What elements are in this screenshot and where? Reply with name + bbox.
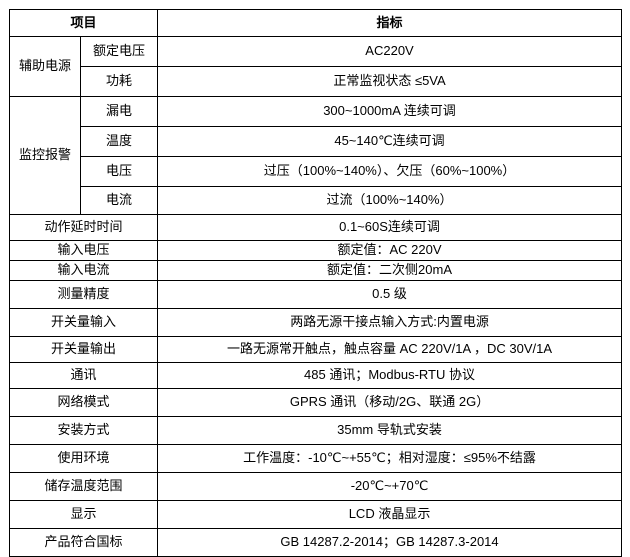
label-input-current: 输入电流 [8, 260, 159, 281]
label-storage-temperature-range: 储存温度范围 [8, 472, 159, 501]
table-row: 监控报警 漏电 300~1000mA 连续可调 [9, 96, 623, 215]
table-row: 辅助电源 额定电压 AC220V [9, 36, 623, 97]
value-input-voltage: 额定值：AC 220V [157, 240, 623, 261]
table-row: 电流 过流（100%~140%） [10, 186, 623, 215]
group-aux-power: 辅助电源 [9, 36, 81, 97]
table-row: 输入电流 额定值：二次侧20mA [8, 260, 623, 281]
table-row: 输入电压 额定值：AC 220V [8, 240, 623, 261]
label-voltage: 电压 [79, 156, 159, 187]
label-temperature: 温度 [79, 126, 159, 157]
table-row: 网络模式 GPRS 通讯（移动/2G、联通 2G） [8, 388, 623, 417]
label-communication: 通讯 [8, 362, 159, 389]
value-action-delay-time: 0.1~60S连续可调 [157, 214, 623, 241]
header-item: 项目 [8, 9, 159, 37]
value-voltage: 过压（100%~140%）、欠压（60%~100%） [157, 156, 623, 187]
label-national-standard: 产品符合国标 [8, 528, 159, 557]
value-installation-method: 35mm 导轨式安装 [157, 416, 623, 445]
table-header-row: 项目 指标 [8, 9, 623, 37]
value-leakage: 300~1000mA 连续可调 [157, 96, 623, 127]
group-monitor-alarm: 监控报警 [9, 96, 81, 215]
label-current: 电流 [79, 186, 159, 215]
label-installation-method: 安装方式 [8, 416, 159, 445]
table-row: 开关量输入 两路无源干接点输入方式:内置电源 [8, 308, 623, 337]
table-row: 显示 LCD 液晶显示 [8, 500, 623, 529]
spec-sheet: 项目 指标 辅助电源 额定电压 AC220V 功耗 正常监视状态 ≤5VA 监控… [8, 9, 623, 557]
value-network-mode: GPRS 通讯（移动/2G、联通 2G） [157, 388, 623, 417]
table-row: 安装方式 35mm 导轨式安装 [8, 416, 623, 445]
value-storage-temperature-range: -20℃~+70℃ [157, 472, 623, 501]
value-rated-voltage: AC220V [157, 36, 623, 67]
value-measurement-accuracy: 0.5 级 [157, 280, 623, 309]
label-switch-input: 开关量输入 [8, 308, 159, 337]
value-temperature: 45~140℃连续可调 [157, 126, 623, 157]
label-switch-output: 开关量输出 [8, 336, 159, 363]
table-row: 通讯 485 通讯；Modbus-RTU 协议 [8, 362, 623, 389]
value-national-standard: GB 14287.2-2014；GB 14287.3-2014 [157, 528, 623, 557]
label-measurement-accuracy: 测量精度 [8, 280, 159, 309]
label-power-consumption: 功耗 [79, 66, 159, 97]
table-row: 产品符合国标 GB 14287.2-2014；GB 14287.3-2014 [8, 528, 623, 557]
label-leakage: 漏电 [79, 96, 159, 127]
table-row: 测量精度 0.5 级 [8, 280, 623, 309]
table-row: 温度 45~140℃连续可调 [10, 126, 623, 157]
label-network-mode: 网络模式 [8, 388, 159, 417]
value-display: LCD 液晶显示 [157, 500, 623, 529]
value-operating-environment: 工作温度：-10℃~+55℃；相对湿度：≤95%不结露 [157, 444, 623, 473]
value-current: 过流（100%~140%） [157, 186, 623, 215]
value-switch-output: 一路无源常开触点，触点容量 AC 220V/1A ，DC 30V/1A [157, 336, 623, 363]
value-communication: 485 通讯；Modbus-RTU 协议 [157, 362, 623, 389]
table-row: 储存温度范围 -20℃~+70℃ [8, 472, 623, 501]
table-row: 电压 过压（100%~140%）、欠压（60%~100%） [10, 156, 623, 187]
label-rated-voltage: 额定电压 [79, 36, 159, 67]
label-display: 显示 [8, 500, 159, 529]
label-action-delay-time: 动作延时时间 [8, 214, 159, 241]
header-spec: 指标 [157, 9, 623, 37]
table-row: 动作延时时间 0.1~60S连续可调 [8, 214, 623, 241]
table-row: 功耗 正常监视状态 ≤5VA [10, 66, 623, 97]
value-input-current: 额定值：二次侧20mA [157, 260, 623, 281]
table-row: 使用环境 工作温度：-10℃~+55℃；相对湿度：≤95%不结露 [8, 444, 623, 473]
value-switch-input: 两路无源干接点输入方式:内置电源 [157, 308, 623, 337]
value-power-consumption: 正常监视状态 ≤5VA [157, 66, 623, 97]
label-operating-environment: 使用环境 [8, 444, 159, 473]
label-input-voltage: 输入电压 [8, 240, 159, 261]
specification-table: 项目 指标 辅助电源 额定电压 AC220V 功耗 正常监视状态 ≤5VA 监控… [8, 9, 623, 557]
table-row: 开关量输出 一路无源常开触点，触点容量 AC 220V/1A ，DC 30V/1… [8, 336, 623, 363]
